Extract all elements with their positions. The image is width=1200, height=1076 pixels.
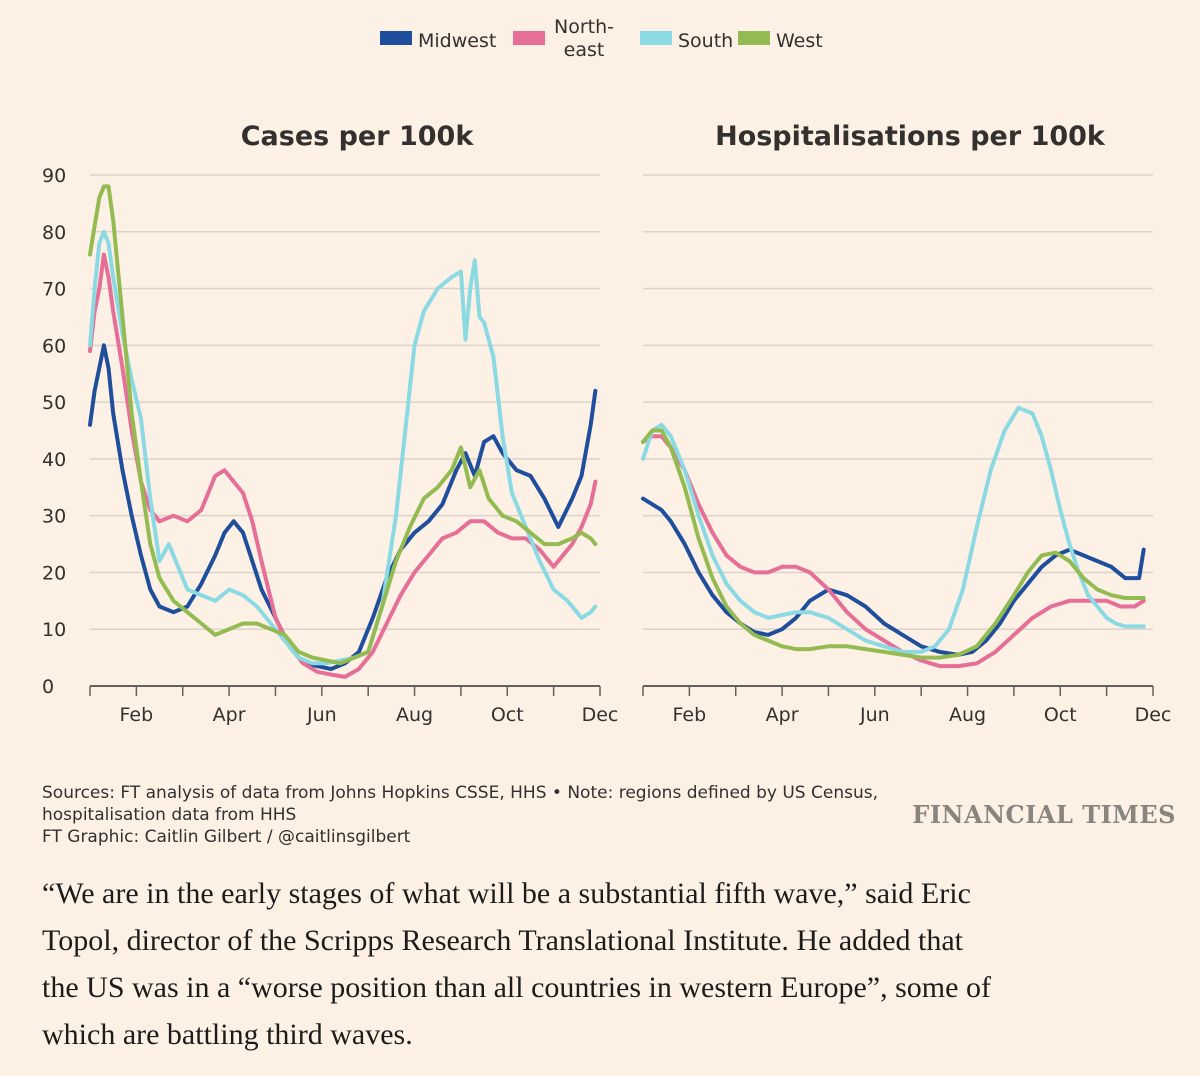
hospitalisations-panel: Hospitalisations per 100k Feb Apr Jun Aug Oct… (641, 121, 1172, 726)
series-line-north-east (641, 434, 1146, 669)
x-tick-label: Dec (582, 704, 619, 726)
article-line: which are battling third waves. (42, 1018, 413, 1051)
y-tick-label: 80 (42, 222, 66, 244)
cases-panel: Cases per 100k 0 10 20 30 40 50 60 70 80 90 Feb Apr J… (42, 121, 618, 726)
x-tick-label: Feb (673, 704, 707, 726)
legend: Midwest North-east South West (380, 16, 823, 61)
legend-swatch-west (738, 31, 770, 45)
charts-canvas: Midwest North-east South West Cases per 100… (42, 16, 1172, 726)
y-tick-label: 90 (42, 165, 66, 187)
x-tick-label: Feb (120, 704, 154, 726)
series-line-south (88, 229, 598, 666)
graphic-credit: FT Graphic: Caitlin Gilbert / @caitlinsg… (42, 827, 411, 847)
article-line: Topol, director of the Scripps Research … (42, 924, 964, 957)
y-tick-label: 20 (42, 562, 66, 584)
legend-label-south: South (678, 30, 733, 52)
y-tick-label: 40 (42, 449, 66, 471)
article-line: the US was in a “worse position than all… (42, 971, 991, 1004)
x-tick-label: Oct (1044, 704, 1077, 726)
legend-swatch-midwest (380, 31, 412, 45)
x-tick-label: Dec (1135, 704, 1172, 726)
legend-label-midwest: Midwest (418, 30, 496, 52)
x-tick-label: Aug (396, 704, 433, 726)
brand-wordmark: FINANCIAL TIMES (912, 800, 1176, 829)
x-tick-label: Jun (859, 704, 890, 726)
source-note: Sources: FT analysis of data from Johns … (42, 782, 922, 848)
legend-label-north-east: east (564, 39, 605, 61)
article-line: “We are in the early stages of what will… (42, 877, 971, 910)
y-tick-label: 70 (42, 279, 66, 301)
panel-title: Hospitalisations per 100k (715, 121, 1106, 152)
article-paragraph: “We are in the early stages of what will… (42, 870, 1172, 1058)
legend-swatch-south (640, 31, 672, 45)
x-tick-label: Oct (491, 704, 524, 726)
y-tick-label: 10 (42, 619, 66, 641)
panel-title: Cases per 100k (241, 121, 475, 152)
series-line-west (641, 428, 1146, 660)
legend-label-north-east: North- (554, 16, 614, 38)
x-tick-label: Apr (213, 704, 246, 726)
series-line-north-east (88, 252, 598, 679)
legend-swatch-north-east (513, 31, 545, 45)
x-tick-label: Aug (949, 704, 986, 726)
x-tick-label: Jun (306, 704, 337, 726)
series-line-west (88, 184, 598, 666)
y-tick-label: 50 (42, 392, 66, 414)
y-tick-label: 0 (42, 676, 54, 698)
source-line: hospitalisation data from HHS (42, 805, 297, 825)
y-tick-label: 60 (42, 335, 66, 357)
legend-label-west: West (776, 30, 823, 52)
y-tick-label: 30 (42, 506, 66, 528)
source-line: Sources: FT analysis of data from Johns … (42, 783, 878, 803)
x-tick-label: Apr (766, 704, 799, 726)
series-line-south (641, 405, 1146, 654)
series-line-midwest (641, 496, 1146, 657)
